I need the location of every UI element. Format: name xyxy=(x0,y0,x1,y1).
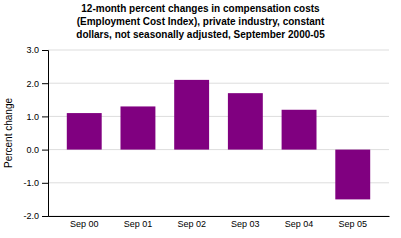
y-tick: -2.0 xyxy=(23,211,48,221)
grid-line xyxy=(48,216,389,217)
y-tick: 3.0 xyxy=(26,45,48,55)
y-tick-label: 3.0 xyxy=(26,45,39,55)
x-tick-label: Sep 02 xyxy=(177,219,206,229)
grid xyxy=(48,50,389,216)
y-tick-mark xyxy=(42,83,48,84)
x-tick-label: Sep 01 xyxy=(124,219,153,229)
y-tick-label: 2.0 xyxy=(26,79,39,89)
bar xyxy=(335,150,370,200)
y-tick-mark xyxy=(42,116,48,117)
grid-line xyxy=(48,50,389,51)
x-axis: Sep 00 Sep 01 Sep 02 Sep 03 Sep 04 Sep 05 xyxy=(49,216,390,229)
y-axis-title: Percent change xyxy=(3,98,14,168)
y-tick: 1.0 xyxy=(26,112,48,122)
y-tick-mark xyxy=(42,50,48,51)
x-tick: Sep 01 xyxy=(124,216,153,229)
x-tick-label: Sep 00 xyxy=(70,219,99,229)
bar xyxy=(67,113,102,150)
bar xyxy=(120,106,155,149)
y-tick: 2.0 xyxy=(26,79,48,89)
bar xyxy=(228,93,263,149)
bar xyxy=(282,110,317,150)
y-axis: -2.0 -1.0 0.0 1.0 2.0 3.0 xyxy=(23,45,48,221)
x-tick-label: Sep 05 xyxy=(338,219,367,229)
x-tick: Sep 04 xyxy=(285,216,314,229)
y-tick-label: 1.0 xyxy=(26,112,39,122)
y-tick-mark xyxy=(42,216,48,217)
y-tick: 0.0 xyxy=(26,145,48,155)
bars xyxy=(67,80,370,200)
x-tick: Sep 03 xyxy=(231,216,260,229)
y-axis-line xyxy=(42,51,49,217)
grid-line xyxy=(48,83,389,84)
x-axis-line xyxy=(49,216,390,217)
chart: 12-month percent changes in compensation… xyxy=(0,0,401,238)
x-tick: Sep 05 xyxy=(338,216,367,229)
y-tick-label: -1.0 xyxy=(23,178,39,188)
y-tick-label: -2.0 xyxy=(23,211,39,221)
x-tick: Sep 00 xyxy=(70,216,99,229)
y-tick-mark xyxy=(42,183,48,184)
title-line: 12-month percent changes in compensation… xyxy=(81,3,320,14)
title-line: dollars, not seasonally adjusted, Septem… xyxy=(76,29,325,40)
x-tick: Sep 02 xyxy=(177,216,206,229)
title: 12-month percent changes in compensation… xyxy=(76,3,325,40)
y-tick-mark xyxy=(42,150,48,151)
title-line: (Employment Cost Index), private industr… xyxy=(77,16,325,27)
x-tick-label: Sep 04 xyxy=(285,219,314,229)
y-tick: -1.0 xyxy=(23,178,48,188)
x-tick-label: Sep 03 xyxy=(231,219,260,229)
bar xyxy=(174,80,209,150)
plot: -2.0-1.00.01.02.03.0Sep 00Sep 01Sep 02Se… xyxy=(23,45,389,229)
y-tick-label: 0.0 xyxy=(26,145,39,155)
